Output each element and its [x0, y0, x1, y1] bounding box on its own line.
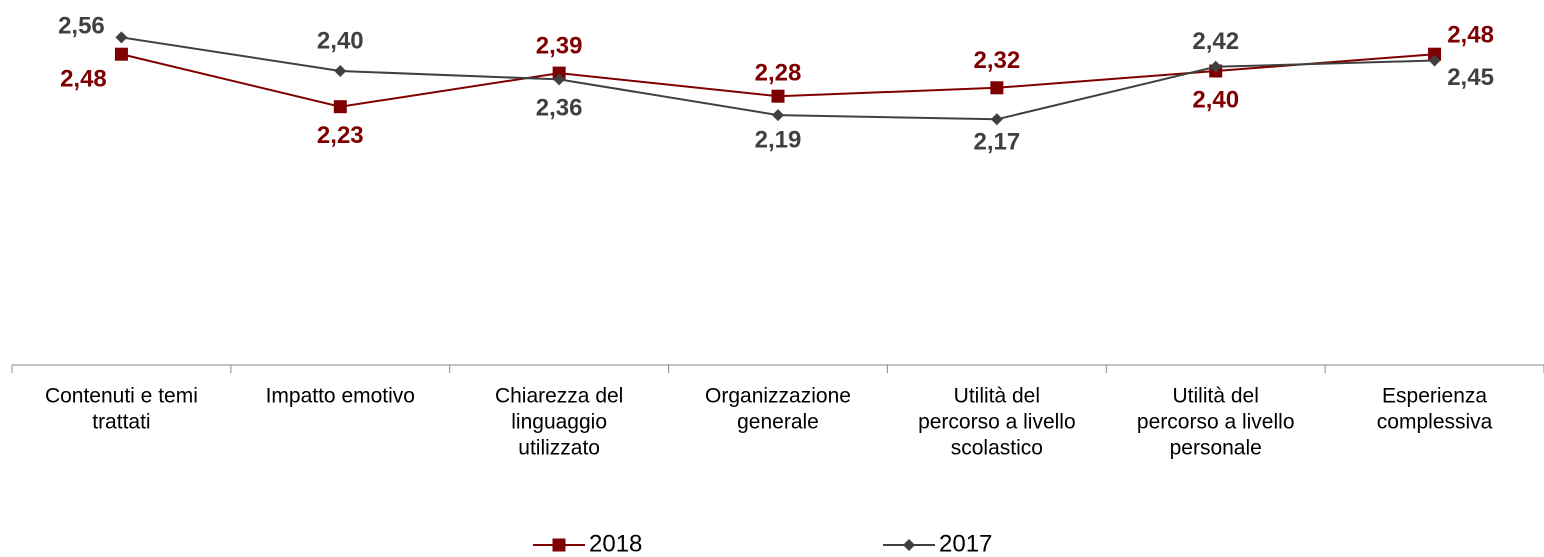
x-tick-label: Esperienza	[1382, 385, 1487, 408]
value-label: 2,45	[1447, 64, 1494, 91]
x-tick-label: utilizzato	[518, 437, 600, 460]
marker	[771, 89, 785, 103]
value-label: 2,17	[973, 129, 1020, 156]
x-tick-label: Utilità del	[1173, 385, 1259, 408]
marker	[990, 113, 1003, 126]
x-tick-label: linguaggio	[511, 411, 607, 434]
marker	[1209, 60, 1222, 73]
value-label: 2,19	[755, 126, 802, 153]
value-label: 2,36	[536, 95, 583, 122]
value-label: 2,40	[1192, 86, 1239, 113]
x-tick-label: Organizzazione	[705, 385, 851, 408]
marker	[333, 100, 347, 114]
legend-label: 2018	[589, 530, 642, 557]
legend-label: 2017	[939, 530, 992, 557]
value-label: 2,48	[1447, 22, 1494, 49]
value-label: 2,48	[60, 66, 107, 93]
marker	[1428, 54, 1441, 67]
marker	[990, 81, 1004, 95]
value-label: 2,23	[317, 122, 364, 149]
x-tick-label: scolastico	[951, 437, 1043, 460]
x-tick-label: generale	[737, 411, 819, 434]
marker	[334, 65, 347, 77]
x-tick-label: percorso a livello	[918, 411, 1076, 434]
marker	[1428, 47, 1442, 61]
x-tick-label: Contenuti e temi	[45, 385, 198, 408]
value-label: 2,42	[1192, 28, 1239, 55]
x-tick-label: complessiva	[1377, 411, 1493, 434]
value-label: 2,39	[536, 32, 583, 59]
x-tick-label: Chiarezza del	[495, 385, 623, 408]
x-tick-label: trattati	[92, 411, 150, 434]
marker	[553, 73, 566, 86]
x-tick-label: Utilità del	[954, 385, 1040, 408]
value-label: 2,56	[58, 13, 105, 40]
value-label: 2,32	[973, 47, 1020, 74]
legend-marker	[552, 538, 566, 552]
marker	[552, 66, 566, 80]
x-tick-label: personale	[1170, 437, 1262, 460]
x-tick-label: Impatto emotivo	[266, 385, 415, 408]
value-label: 2,40	[317, 27, 364, 54]
legend-marker	[903, 539, 915, 551]
marker	[115, 31, 128, 44]
marker	[114, 47, 128, 61]
x-tick-label: percorso a livello	[1137, 411, 1295, 434]
value-label: 2,28	[755, 60, 802, 87]
marker	[772, 109, 784, 122]
